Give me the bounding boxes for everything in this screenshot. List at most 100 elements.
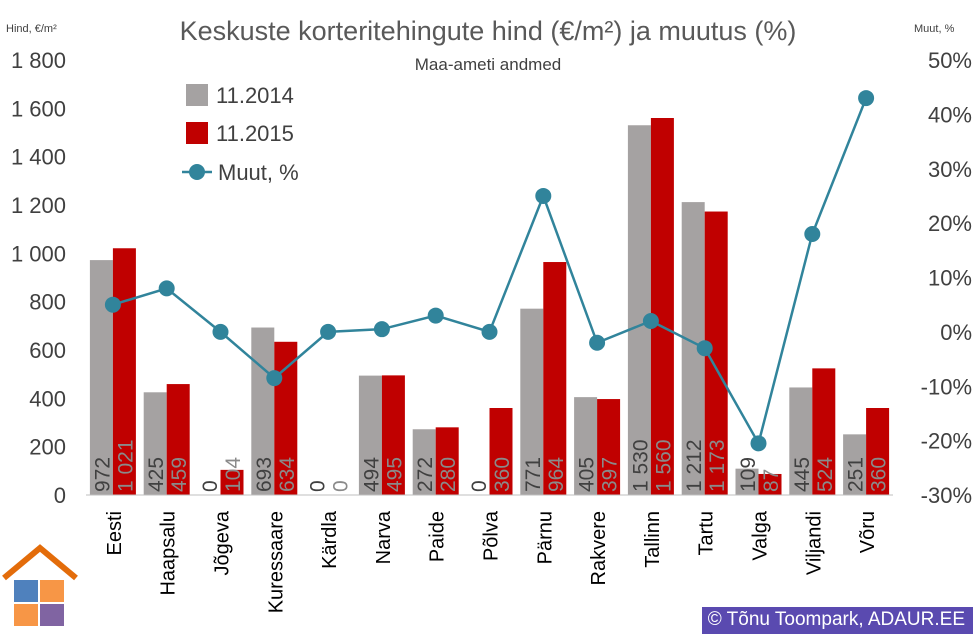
category-label: Eesti (104, 511, 126, 555)
bar-11.2014 (143, 392, 167, 495)
legend-label: Muut, % (218, 160, 299, 185)
y-left-tick: 1 600 (11, 96, 66, 121)
bar-11.2015 (381, 375, 405, 495)
y-left-tick: 0 (54, 483, 66, 508)
data-label: 771 (522, 457, 545, 492)
y-axis-right-ticks: -30% -20% -10% 0% 10% 20% 30% 40% 50% (921, 48, 972, 508)
logo-piece (14, 604, 38, 626)
data-label: 1 560 (652, 439, 675, 492)
legend-swatch (186, 122, 208, 144)
data-label: 104 (222, 457, 245, 492)
data-label: 397 (599, 457, 622, 492)
bar-11.2015 (220, 469, 244, 495)
data-label: 972 (91, 457, 114, 492)
data-label: 272 (414, 457, 437, 492)
category-label: Tallinn (642, 511, 664, 568)
y-left-tick: 600 (29, 338, 66, 363)
bar-11.2014 (789, 387, 813, 495)
bars (89, 118, 890, 495)
bar-11.2015 (489, 408, 513, 495)
bar-11.2015 (543, 262, 567, 495)
bar-11.2015 (166, 384, 190, 495)
data-label: 0 (468, 480, 491, 492)
category-label: Pärnu (534, 511, 556, 564)
bar-11.2015 (704, 211, 728, 495)
change-point (266, 370, 283, 387)
data-label: 964 (545, 457, 568, 492)
y-left-tick: 800 (29, 290, 66, 315)
bar-11.2015 (812, 368, 836, 495)
y-left-tick: 1 800 (11, 48, 66, 73)
data-label: 445 (791, 457, 814, 492)
change-point (158, 280, 175, 297)
category-label: Võru (857, 511, 879, 553)
logo-piece (40, 580, 64, 602)
change-point (750, 435, 767, 452)
bar-11.2014 (681, 202, 705, 495)
category-label: Rakvere (588, 511, 610, 585)
bar-11.2014 (89, 260, 113, 495)
bar-11.2015 (597, 399, 621, 495)
change-point (535, 187, 552, 204)
change-line (104, 90, 875, 452)
legend-label: 11.2015 (216, 121, 294, 146)
chart-subtitle: Maa-ameti andmed (415, 55, 561, 74)
change-point (696, 340, 713, 357)
y-right-tick: -20% (921, 429, 972, 454)
data-label: 459 (168, 457, 191, 492)
logo-piece (14, 580, 38, 602)
bar-11.2014 (574, 397, 598, 495)
data-label: 0 (199, 480, 222, 492)
data-label: 360 (491, 457, 514, 492)
change-point (642, 313, 659, 329)
data-label: 405 (576, 457, 599, 492)
legend-label: 11.2014 (216, 83, 294, 108)
y-right-tick: 40% (928, 102, 972, 127)
y-axis-left-ticks: 0 200 400 600 800 1 000 1 200 1 400 1 600 1 800 (11, 48, 66, 508)
y-right-tick: 30% (928, 157, 972, 182)
data-label: 0 (330, 480, 353, 492)
logo-piece (40, 604, 64, 626)
category-label: Paide (427, 511, 449, 562)
change-point (212, 323, 229, 340)
data-label: 425 (145, 457, 168, 492)
category-label: Kuressaare (265, 511, 287, 613)
y-right-tick: -10% (921, 374, 972, 399)
category-label: Jõgeva (212, 510, 234, 575)
data-label: 1 530 (629, 439, 652, 492)
bar-11.2015 (650, 118, 674, 495)
bar-11.2015 (758, 473, 782, 495)
change-point (804, 226, 821, 242)
y-right-tick: 20% (928, 211, 972, 236)
data-label: 693 (253, 457, 276, 492)
data-label: 524 (814, 457, 837, 492)
y-right-tick: 10% (928, 266, 972, 291)
change-point (104, 296, 121, 313)
y-left-tick: 1 400 (11, 145, 66, 170)
change-point (373, 321, 390, 338)
bar-11.2015 (866, 408, 890, 495)
bar-11.2014 (520, 308, 544, 495)
logo-roof (2, 544, 78, 581)
category-label: Kärdla (319, 510, 341, 569)
logo-icon (2, 544, 78, 626)
data-label: 109 (737, 457, 760, 492)
data-label: 1 173 (706, 439, 729, 492)
category-label: Tartu (696, 511, 718, 555)
data-label: 1 212 (683, 439, 706, 492)
change-point (481, 323, 498, 340)
bar-11.2014 (358, 375, 382, 495)
data-label: 0 (307, 480, 330, 492)
category-label: Valga (750, 510, 772, 561)
data-label: 280 (437, 457, 460, 492)
change-point (858, 90, 875, 107)
data-label: 360 (868, 457, 891, 492)
data-label: 495 (383, 457, 406, 492)
bar-11.2014 (627, 125, 651, 495)
change-point (589, 334, 606, 351)
data-label: 1 021 (114, 439, 137, 492)
bar-11.2014 (251, 327, 275, 495)
legend-swatch (186, 84, 208, 106)
data-label: 634 (276, 457, 299, 492)
y-right-tick: -30% (921, 483, 972, 508)
